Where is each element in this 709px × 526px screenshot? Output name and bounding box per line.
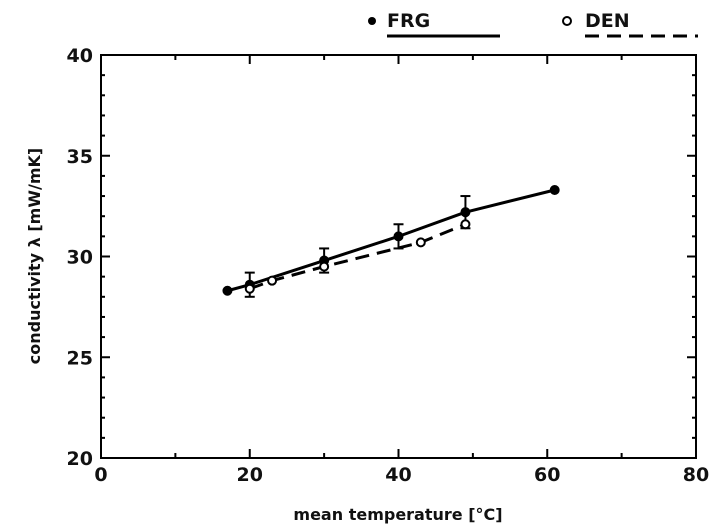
series-line-frg bbox=[227, 188, 556, 293]
series-line-den bbox=[249, 222, 467, 291]
data-point-frg bbox=[460, 207, 471, 218]
ticks bbox=[100, 54, 697, 459]
data-point-frg bbox=[222, 285, 233, 296]
y-tick-label: 25 bbox=[67, 347, 93, 369]
x-tick-label: 0 bbox=[94, 464, 107, 486]
legend-marker-frg bbox=[368, 17, 376, 25]
y-tick-label: 30 bbox=[67, 247, 93, 269]
data-point-den bbox=[244, 283, 255, 294]
data-point-frg bbox=[393, 231, 404, 242]
x-tick-label: 20 bbox=[237, 464, 263, 486]
data-point-den bbox=[267, 275, 278, 286]
y-tick-label: 35 bbox=[67, 146, 93, 168]
legend: FRG DEN bbox=[368, 10, 698, 38]
data-point-den bbox=[460, 219, 471, 230]
x-tick-label: 80 bbox=[683, 464, 709, 486]
x-axis-label: mean temperature [°C] bbox=[293, 505, 502, 524]
data-point-frg bbox=[549, 185, 560, 196]
legend-marker-den bbox=[562, 16, 572, 26]
legend-label-frg: FRG bbox=[387, 10, 430, 32]
x-tick-label: 60 bbox=[534, 464, 560, 486]
x-tick-label: 40 bbox=[385, 464, 411, 486]
data-point-den bbox=[415, 237, 426, 248]
data-point-den bbox=[319, 261, 330, 272]
legend-label-den: DEN bbox=[585, 10, 630, 32]
plot-frame bbox=[100, 54, 697, 459]
series-layer bbox=[222, 185, 560, 298]
y-tick-label: 20 bbox=[67, 448, 93, 470]
y-axis-label: conductivity λ [mW/mK] bbox=[25, 148, 44, 364]
y-tick-label: 40 bbox=[67, 45, 93, 67]
